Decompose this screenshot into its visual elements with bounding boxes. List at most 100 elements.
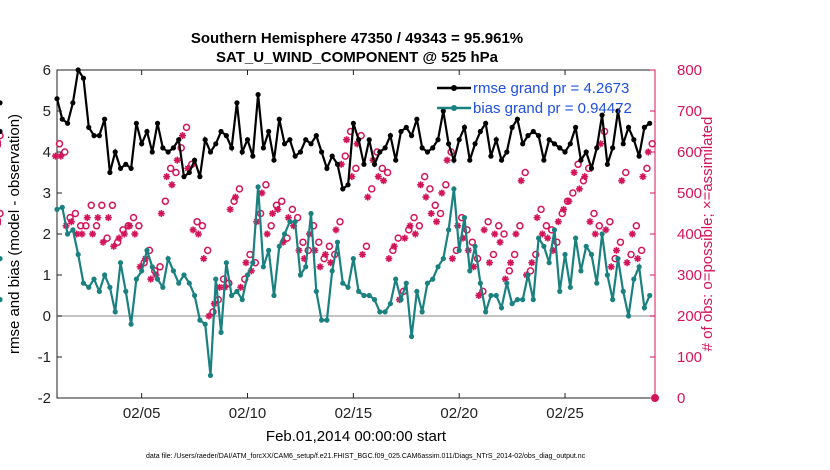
possible-marker xyxy=(235,185,244,193)
assimilated-marker xyxy=(427,210,435,217)
possible-marker xyxy=(510,250,519,259)
assimilated-marker xyxy=(104,214,112,222)
assimilated-marker xyxy=(533,214,541,222)
bias-point xyxy=(308,210,314,217)
bias-point xyxy=(91,276,97,282)
bias-point xyxy=(461,215,468,221)
bias-point xyxy=(387,301,393,307)
rmse-point xyxy=(223,133,229,139)
assimilated-marker xyxy=(268,210,276,217)
possible-marker xyxy=(0,131,4,140)
rmse-point xyxy=(387,133,393,139)
possible-marker xyxy=(537,205,545,214)
bias-point xyxy=(102,272,108,278)
possible-marker xyxy=(383,168,392,177)
rmse-point xyxy=(636,153,642,159)
assimilated-marker xyxy=(586,218,594,226)
legend: rmse grand pr = 4.2673 bias grand pr = 0… xyxy=(437,80,632,117)
rmse-point xyxy=(477,128,483,135)
possible-marker xyxy=(542,222,551,230)
rmse-point xyxy=(408,133,415,139)
bias-point xyxy=(160,284,166,290)
rmse-point xyxy=(107,169,113,176)
possible-marker xyxy=(494,222,503,230)
rmse-point xyxy=(213,141,219,147)
rmse-point xyxy=(287,137,293,143)
y-tick-label: 5 xyxy=(43,103,51,120)
assimilated-marker xyxy=(406,222,414,230)
bias-point xyxy=(165,256,171,262)
possible-marker xyxy=(500,230,508,238)
bias-point xyxy=(207,372,214,379)
rmse-point xyxy=(567,141,573,147)
rmse-point xyxy=(647,120,653,126)
bias-point xyxy=(0,297,3,303)
obs-markers-layer xyxy=(0,123,659,402)
bias-point xyxy=(96,288,102,294)
possible-marker xyxy=(521,168,529,177)
assimilated-marker xyxy=(475,292,483,299)
assimilated-marker xyxy=(433,218,441,226)
possible-marker xyxy=(632,222,641,230)
rmse-point xyxy=(414,116,420,122)
rmse-point xyxy=(594,145,600,151)
rmse-point xyxy=(334,161,341,167)
bias-point xyxy=(266,247,272,253)
rmse-point xyxy=(0,100,3,106)
rmse-point xyxy=(154,120,161,126)
possible-marker xyxy=(108,201,117,210)
rmse-point xyxy=(525,133,531,139)
bias-point xyxy=(498,305,505,311)
bias-point xyxy=(319,317,325,323)
rmse-point xyxy=(435,137,441,143)
assimilated-marker xyxy=(554,218,562,226)
rmse-point xyxy=(96,133,102,139)
possible-marker xyxy=(182,123,191,132)
bias-point xyxy=(631,276,637,282)
bias-point xyxy=(557,288,563,294)
possible-marker xyxy=(156,263,164,271)
possible-marker xyxy=(516,222,524,230)
bias-point xyxy=(255,184,261,190)
bias-point xyxy=(244,272,251,278)
assimilated-marker xyxy=(343,136,351,144)
rmse-point xyxy=(64,120,71,126)
rmse-point xyxy=(509,124,515,130)
rmse-point xyxy=(604,161,610,167)
bias-series-line xyxy=(56,186,651,376)
assimilated-marker xyxy=(316,263,324,271)
rmse-point xyxy=(620,141,626,147)
bias-point xyxy=(191,292,198,299)
rmse-point xyxy=(260,145,266,151)
rmse-point xyxy=(86,124,92,130)
rmse-point xyxy=(218,128,224,135)
possible-marker xyxy=(299,238,307,246)
possible-marker xyxy=(336,217,344,226)
bias-point xyxy=(625,313,632,319)
bias-point xyxy=(75,251,81,258)
rmse-point xyxy=(133,120,139,126)
possible-marker xyxy=(590,209,598,218)
plot-frame xyxy=(56,69,656,399)
rmse-point xyxy=(250,153,256,159)
assimilated-marker xyxy=(332,226,340,234)
assimilated-marker xyxy=(194,230,202,238)
rmse-point xyxy=(419,145,425,151)
rmse-point xyxy=(493,137,499,143)
assimilated-marker xyxy=(612,246,620,254)
possible-marker xyxy=(0,209,4,218)
rmse-point xyxy=(430,145,436,151)
assimilated-marker xyxy=(581,173,589,181)
bias-point xyxy=(271,292,277,299)
rmse-point xyxy=(308,141,314,147)
possible-marker xyxy=(246,250,254,259)
assimilated-marker xyxy=(83,214,91,222)
possible-marker xyxy=(431,201,439,210)
assimilated-marker xyxy=(560,205,568,213)
y2-tick-label: 200 xyxy=(677,308,702,325)
possible-marker xyxy=(172,168,180,177)
bias-point xyxy=(324,317,330,323)
assimilated-marker xyxy=(168,181,176,189)
bias-point xyxy=(588,251,595,258)
